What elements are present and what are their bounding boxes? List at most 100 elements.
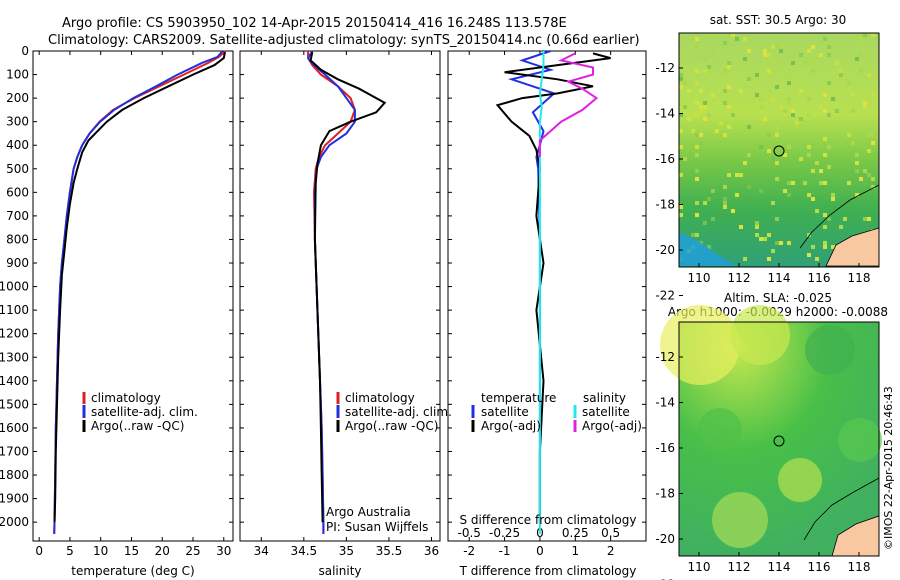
salinity-legend: climatology satellite-adj. clim. Argo(..… (336, 391, 452, 433)
sst-pixel (867, 173, 871, 177)
sst-pixel (723, 41, 727, 45)
sst-pixel (771, 97, 775, 101)
sst-pixel (823, 137, 827, 141)
sst-pixel (779, 241, 783, 245)
sst-pixel (679, 85, 683, 89)
legend-t-satellite-label: satellite (481, 405, 529, 419)
sst-pixel (839, 73, 843, 77)
sst-pixel (807, 97, 811, 101)
sst-pixel (871, 177, 875, 181)
sst-pixel (823, 109, 827, 113)
sst-pixel (687, 117, 691, 121)
series-line-climatology (53, 50, 227, 534)
sst-bathymetry-contour (799, 184, 880, 249)
sst-pixel (827, 81, 831, 85)
sst-pixel (703, 33, 707, 37)
sst-pixel (835, 61, 839, 65)
x-tick-label: 1 (571, 544, 579, 558)
sst-pixel (819, 53, 823, 57)
sst-pixel (771, 201, 775, 205)
sla-map-title-1: Altim. SLA: -0.025 (724, 291, 832, 305)
sst-pixel (867, 133, 871, 137)
sst-pixel (695, 113, 699, 117)
sst-pixel (763, 237, 767, 241)
map-x-tick-label: 114 (768, 271, 791, 285)
sst-pixel (827, 165, 831, 169)
sst-pixel (703, 201, 707, 205)
sst-pixel (783, 189, 787, 193)
sst-pixel (787, 181, 791, 185)
sst-pixel (775, 133, 779, 137)
depth-tick-label: 0 (21, 44, 29, 58)
sst-map-panel: sat. SST: 30.5 Argo: 30 110 112 114 116 118 -… (655, 13, 880, 303)
sst-pixel (739, 173, 743, 177)
map-y-tick-label: -16 (655, 152, 675, 166)
sst-pixel (703, 117, 707, 121)
sst-pixel (851, 93, 855, 97)
sst-pixel (815, 257, 819, 261)
sst-pixel (779, 105, 783, 109)
sst-pixel (711, 217, 715, 221)
sst-pixel (855, 169, 859, 173)
sst-pixel (679, 173, 683, 177)
sst-pixel (683, 81, 687, 85)
sst-pixel (743, 85, 747, 89)
sst-pixel (695, 201, 699, 205)
sst-pixel (799, 157, 803, 161)
depth-tick-label: 1800 (0, 468, 29, 482)
sst-pixel (723, 69, 727, 73)
sst-pixel (755, 225, 759, 229)
sst-pixel (727, 61, 731, 65)
sst-pixel (711, 189, 715, 193)
legend-argo-label: Argo(..raw -QC) (345, 419, 438, 433)
sst-pixel (827, 45, 831, 49)
sst-map-title: sat. SST: 30.5 Argo: 30 (710, 13, 847, 27)
sst-pixel (683, 105, 687, 109)
x-tick-label: 10 (93, 544, 108, 558)
map-x-tick-label: 116 (808, 271, 831, 285)
sst-pixel (803, 181, 807, 185)
map-y-tick-label: -12 (655, 350, 675, 364)
sst-pixel (795, 125, 799, 129)
series-line-s-satellite (538, 51, 545, 534)
series-line-argo-raw-qc- (53, 52, 226, 523)
map-x-tick-label: 118 (848, 271, 871, 285)
x-tick-label: 35.5 (376, 544, 403, 558)
series-line-t-argo-adj- (495, 52, 611, 523)
s-diff-tick-label: -0.25 (489, 526, 520, 540)
sst-pixel (723, 161, 727, 165)
footer-timestamp: ©IMOS 22-Apr-2015 20:46:43 (882, 386, 895, 550)
sla-map-axes: 110 112 114 116 118 -12 -14 -16 -18 -20 -22 (655, 350, 870, 580)
sst-pixel (703, 121, 707, 125)
sst-pixel (723, 133, 727, 137)
legend-s-satellite-label: satellite (582, 405, 630, 419)
sst-pixel (819, 169, 823, 173)
sst-pixel (859, 37, 863, 41)
map-y-tick-label: -20 (655, 532, 675, 546)
s-diff-tick-label: 0.5 (601, 526, 620, 540)
s-diff-tick-label: 0.25 (562, 526, 589, 540)
legend-argo-label: Argo(..raw -QC) (91, 419, 184, 433)
sst-pixel (703, 101, 707, 105)
depth-tick-label: 1000 (0, 280, 29, 294)
sst-pixel (727, 105, 731, 109)
sst-pixel (759, 105, 763, 109)
legend-temperature-header: temperature (481, 391, 556, 405)
sst-map-pixels (679, 33, 875, 265)
sst-pixel (839, 69, 843, 73)
depth-tick-label: 900 (6, 256, 29, 270)
sst-pixel (767, 61, 771, 65)
sst-pixel (867, 49, 871, 53)
difference-panel: -2 -1 0 1 2-0.5 -0.25 0 0.25 0.5 T difference fr… (447, 50, 647, 578)
sst-pixel (867, 149, 871, 153)
legend-satellite-label: satellite-adj. clim. (91, 405, 198, 419)
s-diff-xlabel: S difference from climatology (460, 513, 637, 527)
sst-pixel (695, 169, 699, 173)
sst-pixel (819, 105, 823, 109)
sst-pixel (859, 177, 863, 181)
sla-anomaly-blob (730, 305, 790, 365)
sst-pixel (707, 65, 711, 69)
temperature-legend: climatology satellite-adj. clim. Argo(..… (82, 391, 198, 433)
sst-pixel (843, 217, 847, 221)
x-tick-label: -2 (463, 544, 475, 558)
